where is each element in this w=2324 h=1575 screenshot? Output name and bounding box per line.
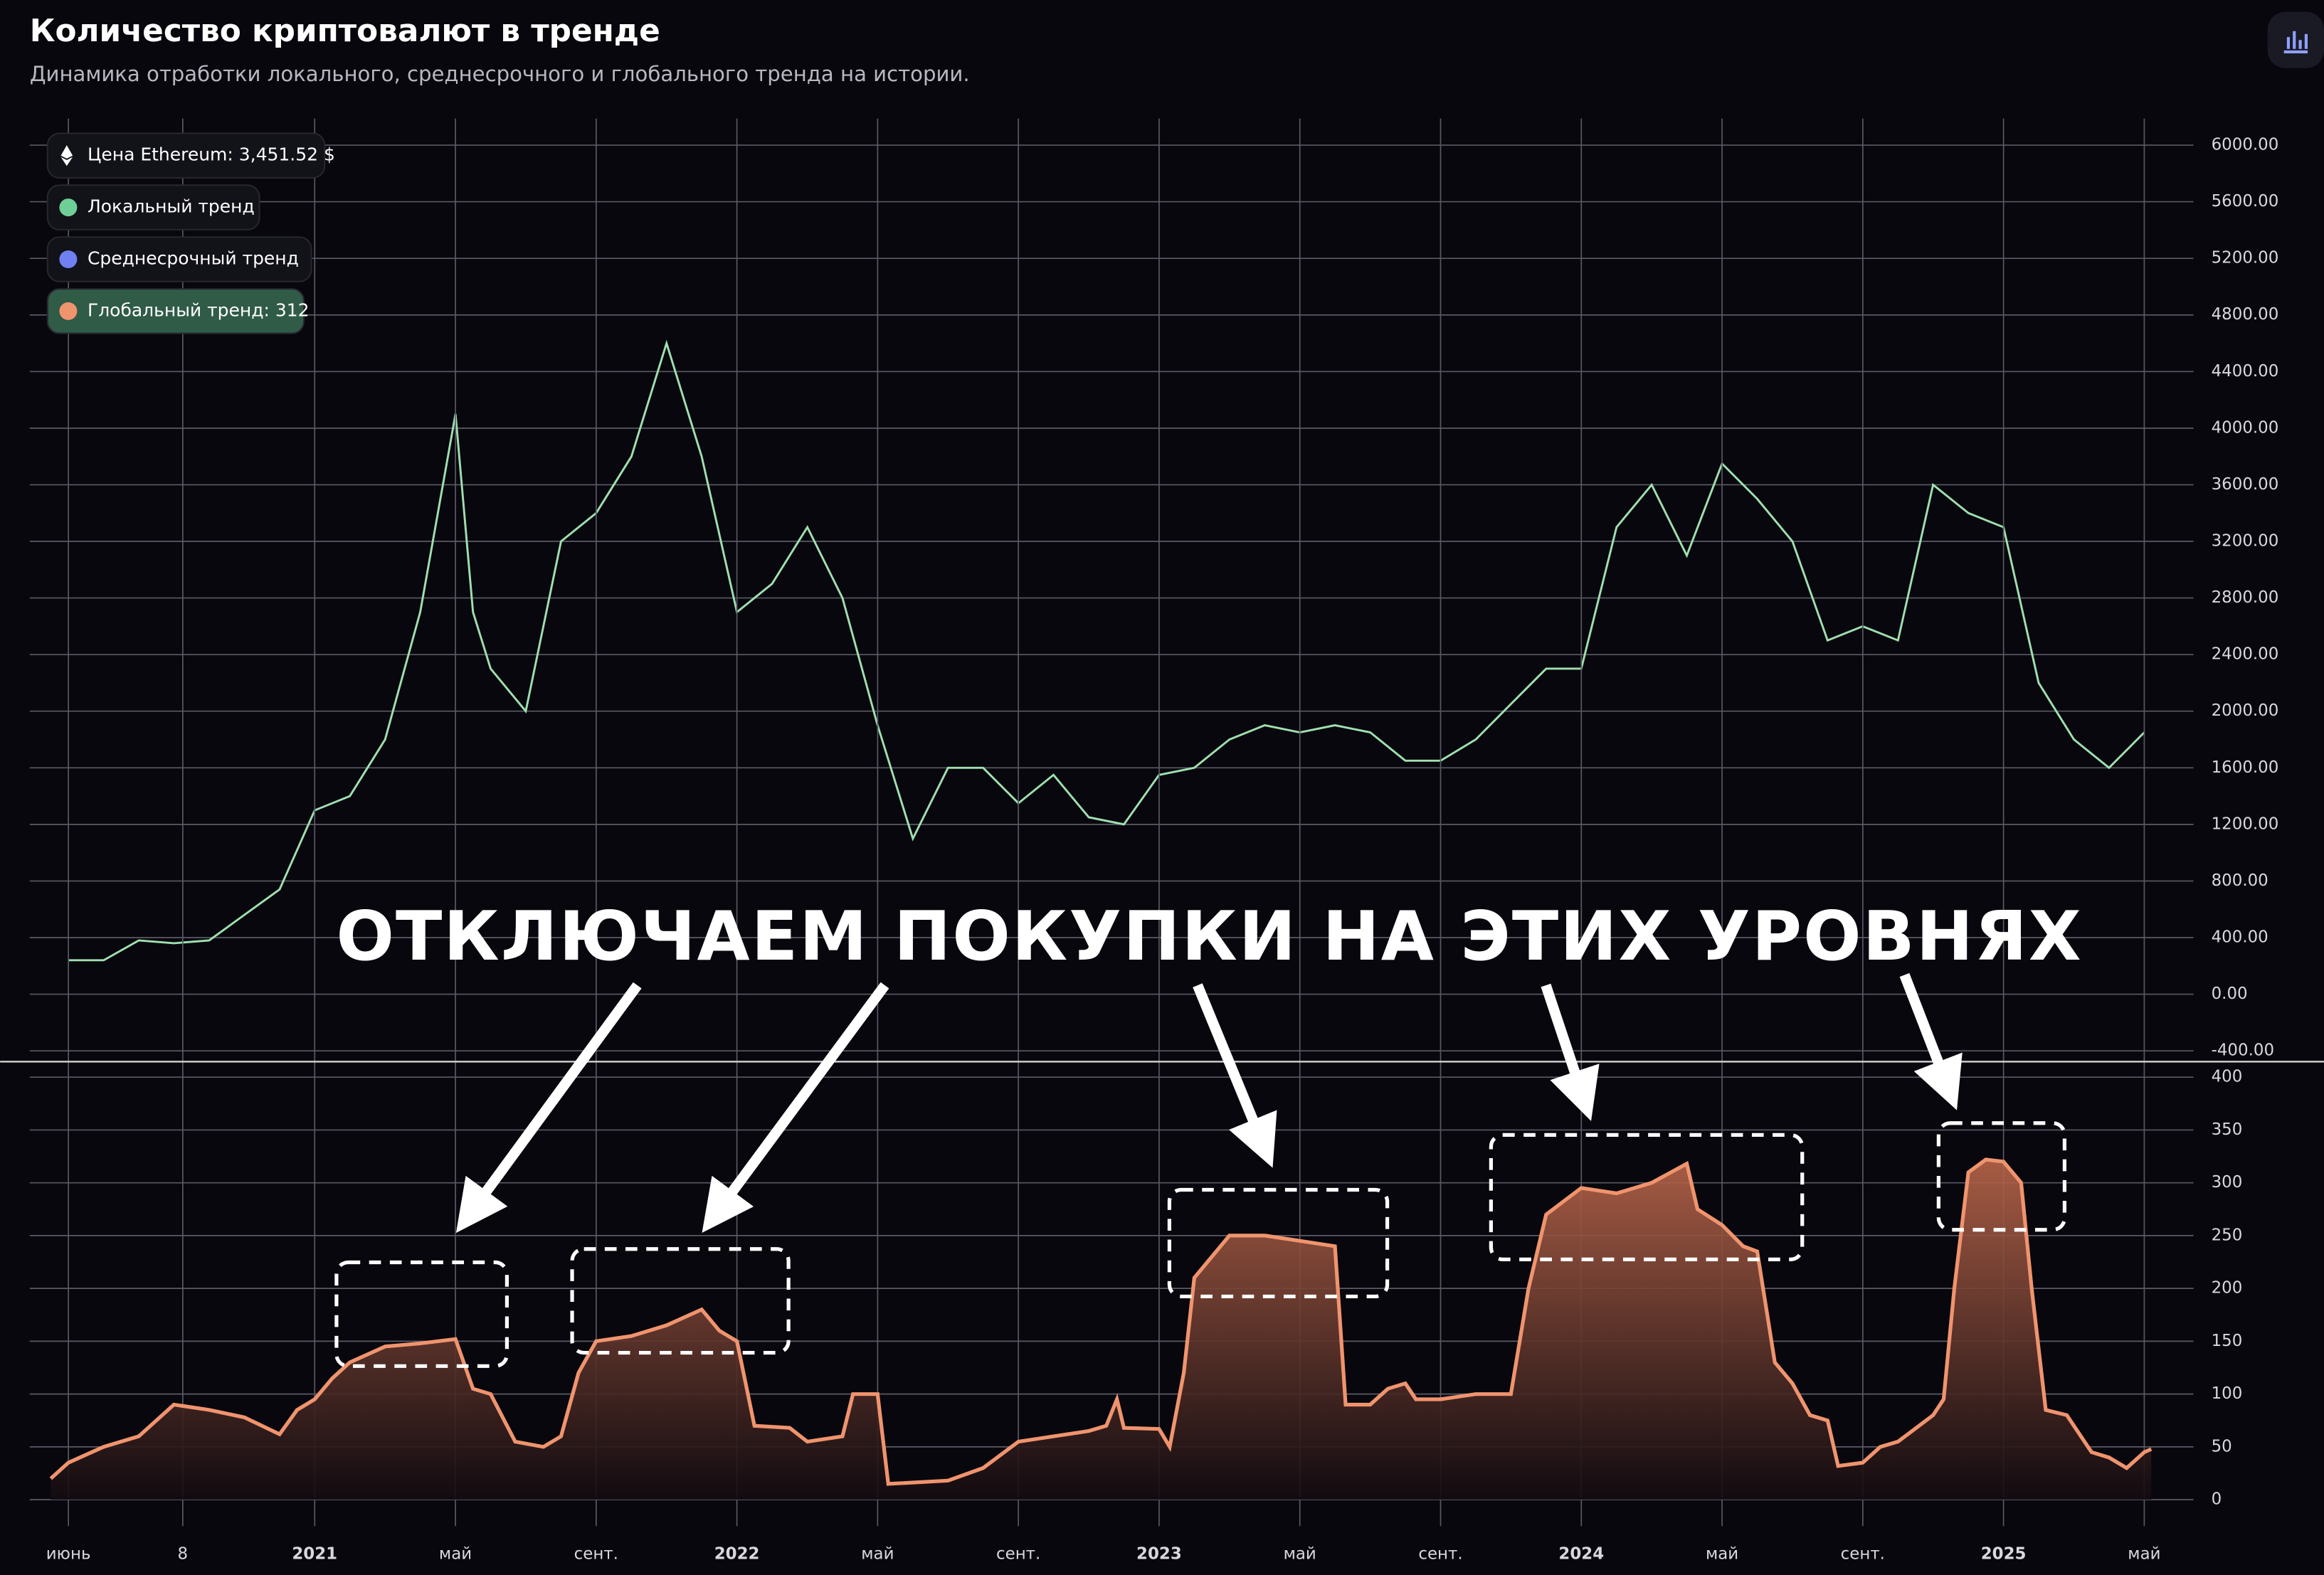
y-tick-label: 200 xyxy=(2212,1279,2243,1298)
legend: Цена Ethereum: 3,451.52 $ Локальный тренд… xyxy=(46,132,335,334)
y-tick-label: 0 xyxy=(2212,1490,2222,1509)
legend-item[interactable] xyxy=(46,236,312,282)
highlight-box xyxy=(334,1260,509,1368)
x-tick-label: май xyxy=(861,1544,894,1563)
y-tick-label: 5600.00 xyxy=(2212,192,2279,211)
legend-dot xyxy=(59,198,78,217)
legend-item[interactable] xyxy=(46,288,305,334)
y-tick-label: 300 xyxy=(2212,1173,2243,1192)
y-tick-label: 4400.00 xyxy=(2212,362,2279,381)
x-tick-label: сент. xyxy=(1841,1544,1885,1563)
y-tick-label: 250 xyxy=(2212,1226,2243,1244)
x-tick-label: май xyxy=(1284,1544,1316,1563)
y-tick-label: 4800.00 xyxy=(2212,305,2279,324)
x-tick-label: 2021 xyxy=(292,1544,337,1563)
x-tick-label: сент. xyxy=(1418,1544,1462,1563)
subtitle: Динамика отработки локального, среднесро… xyxy=(30,62,970,86)
legend-label: Среднесрочный тренд xyxy=(88,248,299,268)
arrow xyxy=(1899,972,1963,1110)
y-tick-label: 5200.00 xyxy=(2212,249,2279,267)
plot-area: -400.00 0.00 400.00 800.00 1200.00 1600.00 200… xyxy=(29,118,2279,1563)
highlight-box xyxy=(1936,1121,2067,1232)
highlight-box xyxy=(570,1247,791,1355)
arrow xyxy=(702,982,889,1234)
x-tick-label: июнь xyxy=(46,1544,91,1563)
legend-dot xyxy=(59,302,78,320)
annotation-arrows xyxy=(334,972,2067,1368)
arrow xyxy=(455,982,642,1234)
highlight-box xyxy=(1167,1187,1390,1299)
y-tick-label: 350 xyxy=(2212,1120,2243,1139)
y-tick-label: 0.00 xyxy=(2212,985,2248,1003)
y-tick-label: 150 xyxy=(2212,1332,2243,1350)
y-tick-label: 6000.00 xyxy=(2212,136,2279,154)
legend-item[interactable] xyxy=(46,132,326,179)
y-tick-label: 100 xyxy=(2212,1384,2243,1403)
y-tick-label: 2800.00 xyxy=(2212,588,2279,607)
x-tick-label: сент. xyxy=(574,1544,618,1563)
area-line xyxy=(49,1157,2153,1486)
x-tick-label: 2022 xyxy=(714,1544,760,1563)
title: Количество криптовалют в тренде xyxy=(30,13,660,49)
highlight-box xyxy=(1489,1133,1805,1261)
y-tick-label: 50 xyxy=(2212,1437,2232,1455)
x-tick-label: 2023 xyxy=(1136,1544,1182,1563)
y-tick-label: 4000.00 xyxy=(2212,418,2279,437)
chart-icon xyxy=(2283,31,2308,53)
x-tick-label: 8 xyxy=(178,1544,189,1563)
x-tick-label: май xyxy=(1706,1544,1738,1563)
arrow xyxy=(1193,983,1277,1168)
legend-dot xyxy=(59,250,78,268)
y-tick-label: 400 xyxy=(2212,1068,2243,1086)
y-tick-label: 1600.00 xyxy=(2212,758,2279,777)
area-fill xyxy=(51,1159,2152,1500)
y-tick-label: -400.00 xyxy=(2212,1041,2274,1060)
price-line xyxy=(68,339,2145,962)
x-tick-label: 2024 xyxy=(1558,1544,1604,1563)
y-tick-label: 3200.00 xyxy=(2212,532,2279,551)
legend-label: Локальный тренд xyxy=(88,196,255,217)
x-tick-label: сент. xyxy=(996,1544,1040,1563)
x-tick-label: 2025 xyxy=(1981,1544,2027,1563)
y-tick-label: 800.00 xyxy=(2212,871,2268,890)
x-tick-label: май xyxy=(2128,1544,2160,1563)
x-tick-label: май xyxy=(439,1544,472,1563)
y-tick-label: 400.00 xyxy=(2212,928,2268,947)
y-tick-label: 2400.00 xyxy=(2212,645,2279,664)
legend-label: Глобальный тренд: 312 xyxy=(88,299,310,320)
annotation: ОТКЛЮЧАЕМ ПОКУПКИ НА ЭТИХ УРОВНЯХ xyxy=(336,896,2082,976)
legend-label: Цена Ethereum: 3,451.52 $ xyxy=(88,144,335,165)
legend-item[interactable] xyxy=(46,184,260,230)
y-tick-label: 1200.00 xyxy=(2212,815,2279,833)
arrow xyxy=(1541,983,1600,1121)
y-tick-label: 2000.00 xyxy=(2212,701,2279,720)
y-tick-label: 3600.00 xyxy=(2212,475,2279,494)
